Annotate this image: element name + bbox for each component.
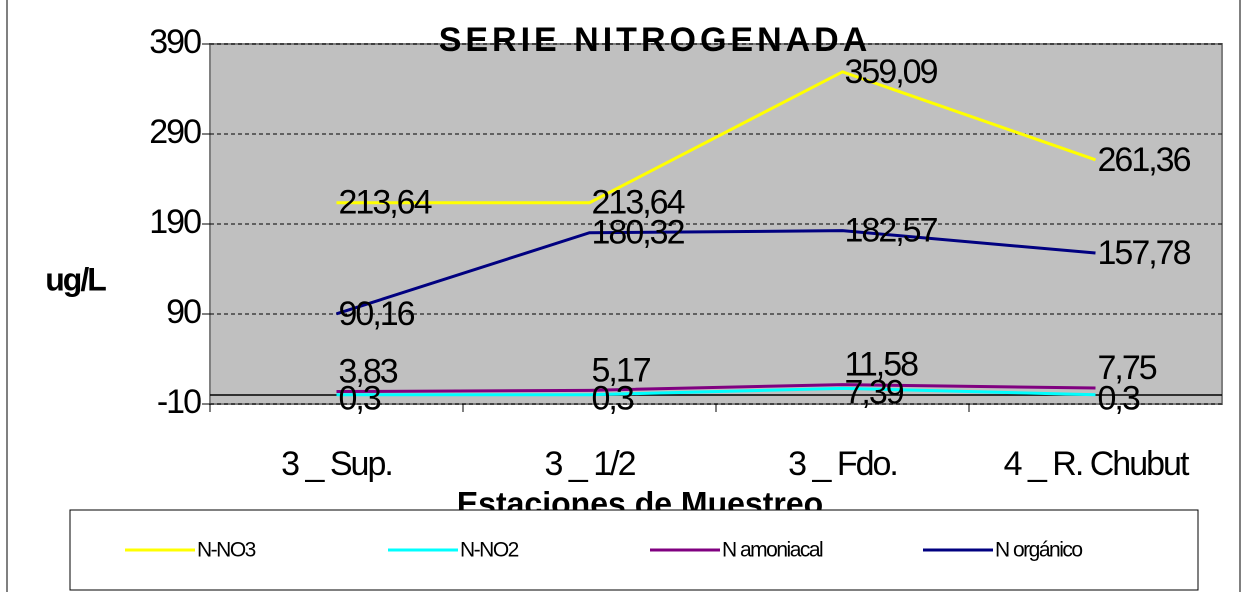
chart-title: SERIE NITROGENADA <box>439 21 872 59</box>
data-label: 0,3 <box>1098 380 1140 418</box>
y-tick-label: 90 <box>166 293 201 331</box>
data-label: 0,3 <box>592 380 634 418</box>
y-tick-label: 390 <box>149 23 201 61</box>
legend-label: N-NO3 <box>197 539 256 562</box>
series-line <box>336 383 1096 394</box>
y-axis-title: ug/L <box>45 261 106 297</box>
data-label: 90,16 <box>339 295 415 333</box>
x-tick-label: 4 _ R. Chubut <box>1004 445 1190 483</box>
data-label: 261,36 <box>1098 141 1191 179</box>
x-tick-label: 3 _ Fdo. <box>788 445 897 483</box>
data-label: 5,17 <box>592 351 651 389</box>
series-line <box>336 229 1096 316</box>
data-label: 213,64 <box>339 184 432 222</box>
x-tick-label: 3 _ 1/2 <box>545 445 636 483</box>
y-tick-label: 190 <box>149 203 201 241</box>
data-label: 157,78 <box>1098 234 1191 272</box>
y-tick-label: 290 <box>149 113 201 151</box>
series-line <box>336 70 1096 205</box>
data-label: 359,09 <box>845 53 938 91</box>
legend <box>69 509 1199 591</box>
data-label: 7,75 <box>1098 349 1157 387</box>
data-label: 182,57 <box>845 212 938 250</box>
data-label: 0,3 <box>339 380 381 418</box>
x-tick-label: 3 _ Sup. <box>281 445 392 483</box>
legend-label: N orgánico <box>995 539 1082 562</box>
series-line <box>336 386 1096 397</box>
data-label: 7,39 <box>845 373 904 411</box>
data-label: 180,32 <box>592 214 685 252</box>
y-tick-label: -10 <box>157 383 201 421</box>
data-label: 11,58 <box>845 346 919 384</box>
data-label: 213,64 <box>592 184 685 222</box>
legend-label: N-NO2 <box>460 539 519 562</box>
data-label: 3,83 <box>339 353 398 391</box>
legend-label: N amoniacal <box>722 539 823 562</box>
